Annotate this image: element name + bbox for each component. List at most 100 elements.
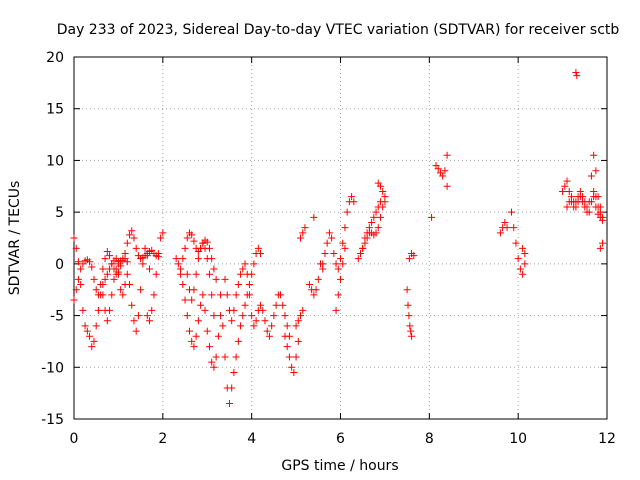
data-point <box>132 327 140 335</box>
data-point <box>572 203 580 211</box>
data-point <box>516 265 524 273</box>
data-point <box>70 234 78 242</box>
data-point <box>199 239 207 247</box>
data-point <box>403 286 411 294</box>
data-point <box>232 353 240 361</box>
data-point <box>99 291 107 299</box>
data-point <box>404 301 412 309</box>
data-point <box>123 239 131 247</box>
data-point <box>128 227 136 235</box>
series-sat-y <box>443 182 451 190</box>
data-point <box>154 250 162 258</box>
data-point <box>183 312 191 320</box>
data-point <box>143 312 151 320</box>
x-tick-label: 0 <box>70 431 79 447</box>
data-point <box>114 270 122 278</box>
x-axis-label: GPS time / hours <box>281 458 398 474</box>
series-sat-q <box>310 213 318 221</box>
series-sat-l <box>292 306 307 330</box>
data-point <box>250 322 258 330</box>
data-point <box>270 312 278 320</box>
data-point <box>90 337 98 345</box>
data-point <box>126 231 134 239</box>
data-point <box>585 198 593 206</box>
data-point <box>108 260 116 268</box>
data-point <box>106 252 114 260</box>
data-point <box>563 177 571 185</box>
data-point <box>503 224 511 232</box>
data-point <box>272 301 280 309</box>
data-point <box>157 234 165 242</box>
data-point <box>339 260 347 268</box>
data-point <box>292 353 300 361</box>
data-point <box>365 224 373 232</box>
data-point <box>361 234 369 242</box>
data-point <box>139 260 147 268</box>
data-point <box>512 239 520 247</box>
series-sat-w <box>428 213 436 221</box>
data-point <box>203 238 211 246</box>
data-point <box>108 291 116 299</box>
data-point <box>443 182 451 190</box>
data-point <box>561 182 569 190</box>
data-point <box>312 286 320 294</box>
data-point <box>501 218 509 226</box>
data-point <box>372 208 380 216</box>
y-tick-label: -5 <box>50 309 64 325</box>
data-point <box>508 208 516 216</box>
data-point <box>208 358 216 366</box>
data-point <box>185 327 193 335</box>
data-point <box>188 296 196 304</box>
data-point <box>88 343 96 351</box>
data-point <box>314 275 322 283</box>
y-tick-label: 0 <box>55 257 64 273</box>
y-tick-label: -15 <box>41 412 64 428</box>
data-point <box>299 229 307 237</box>
data-point <box>197 301 205 309</box>
data-point <box>599 239 607 247</box>
chart-title: Day 233 of 2023, Sidereal Day-to-day VTE… <box>57 22 620 38</box>
data-point <box>110 275 118 283</box>
data-point <box>328 234 336 242</box>
series-sat-j <box>221 260 293 340</box>
series-sat-d <box>114 244 154 335</box>
data-point <box>205 270 213 278</box>
data-point <box>283 343 291 351</box>
data-point <box>443 151 451 159</box>
data-point <box>143 252 151 260</box>
data-point <box>237 322 245 330</box>
data-point <box>573 72 581 80</box>
data-point <box>339 239 347 247</box>
data-point <box>376 213 384 221</box>
series-sat-aa <box>508 208 529 278</box>
data-point <box>203 327 211 335</box>
data-point <box>590 151 598 159</box>
data-point <box>241 301 249 309</box>
data-point <box>330 250 338 258</box>
data-point <box>217 291 225 299</box>
data-point <box>519 270 527 278</box>
series-sat-k <box>281 332 302 376</box>
data-point <box>285 353 293 361</box>
data-point <box>381 193 389 201</box>
data-point <box>567 193 575 201</box>
data-point <box>190 343 198 351</box>
data-point <box>343 208 351 216</box>
data-point <box>337 255 344 263</box>
x-tick-label: 12 <box>598 431 616 447</box>
y-axis-label: SDTVAR / TECUs <box>7 181 23 296</box>
data-point <box>234 337 242 345</box>
y-tick-label: 20 <box>46 50 64 66</box>
data-point <box>292 322 300 330</box>
data-point <box>219 322 227 330</box>
data-point <box>210 363 218 371</box>
data-point <box>599 216 607 224</box>
data-point <box>97 281 105 289</box>
data-point <box>101 255 109 263</box>
data-point <box>439 172 447 180</box>
data-point <box>288 363 296 371</box>
data-point <box>341 224 349 232</box>
data-point <box>587 172 595 180</box>
series-sat-s <box>359 198 384 252</box>
